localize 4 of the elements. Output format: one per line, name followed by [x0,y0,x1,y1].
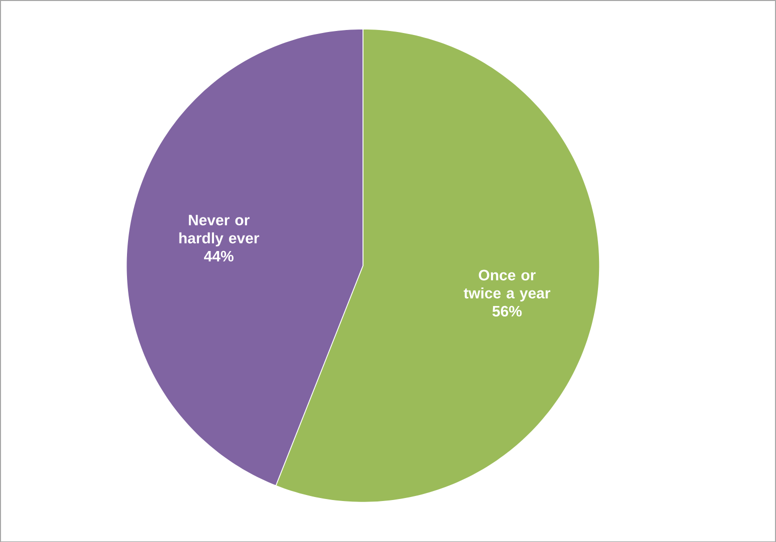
data-label: 44% [204,250,234,262]
slice-label: Never or hardly ever [179,214,260,246]
slice-label: Once or twice a year [464,270,550,302]
data-label: 56% [492,306,522,316]
